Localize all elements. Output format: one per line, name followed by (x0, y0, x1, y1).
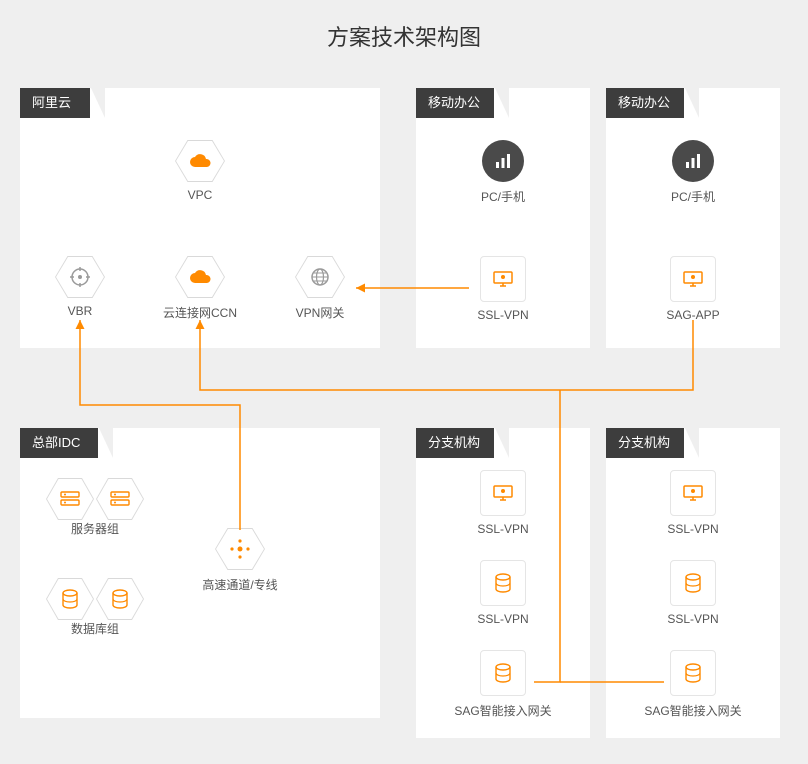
panel-tab: 分支机构 (606, 428, 684, 458)
node-sagapp: SAG-APP (633, 256, 753, 322)
node-label: SAG智能接入网关 (633, 702, 753, 719)
db-icon (46, 578, 94, 620)
monitor-icon (480, 470, 526, 516)
db-icon (670, 650, 716, 696)
node-sslvpn_m: SSL-VPN (443, 256, 563, 322)
node-label: 数据库组 (45, 620, 145, 637)
dots-icon (215, 528, 265, 570)
panel-tab: 总部IDC (20, 428, 98, 458)
node-b1_sag: SAG智能接入网关 (443, 650, 563, 719)
panel-tab: 移动办公 (416, 88, 494, 118)
node-label: SSL-VPN (443, 308, 563, 322)
node-b1_ssl2: SSL-VPN (443, 560, 563, 626)
monitor-icon (670, 256, 716, 302)
node-label: SSL-VPN (633, 522, 753, 536)
target-icon (55, 256, 105, 298)
diagram-title: 方案技术架构图 (0, 20, 808, 52)
node-ccn: 云连接网CCN (140, 256, 260, 321)
cloud-icon (175, 140, 225, 182)
monitor-icon (670, 470, 716, 516)
node-b2_sag: SAG智能接入网关 (633, 650, 753, 719)
node-label: VBR (20, 304, 140, 318)
db-icon (480, 560, 526, 606)
architecture-diagram: 方案技术架构图 阿里云 移动办公 移动办公总部IDC 分支机构 分支机构 VPC VBR云… (0, 0, 808, 764)
node-label: 高速通道/专线 (180, 576, 300, 593)
node-dbgrp: 数据库组 (45, 578, 145, 637)
node-vpngw: VPN网关 (260, 256, 380, 321)
bars-icon (482, 140, 524, 182)
node-vbr: VBR (20, 256, 140, 318)
server-icon (46, 478, 94, 520)
node-label: SSL-VPN (443, 522, 563, 536)
db-icon (670, 560, 716, 606)
node-b1_ssl1: SSL-VPN (443, 470, 563, 536)
node-b2_ssl1: SSL-VPN (633, 470, 753, 536)
node-pc1: PC/手机 (443, 140, 563, 205)
panel-tab: 分支机构 (416, 428, 494, 458)
globe-icon (295, 256, 345, 298)
node-label: PC/手机 (633, 188, 753, 205)
server-icon (96, 478, 144, 520)
db-icon (480, 650, 526, 696)
node-label: SSL-VPN (633, 612, 753, 626)
node-b2_ssl2: SSL-VPN (633, 560, 753, 626)
cloud-icon (175, 256, 225, 298)
node-label: SAG-APP (633, 308, 753, 322)
node-label: SAG智能接入网关 (443, 702, 563, 719)
node-pc2: PC/手机 (633, 140, 753, 205)
monitor-icon (480, 256, 526, 302)
node-label: SSL-VPN (443, 612, 563, 626)
node-label: VPN网关 (260, 304, 380, 321)
panel-tab: 阿里云 (20, 88, 90, 118)
node-label: 云连接网CCN (140, 304, 260, 321)
node-srvgrp: 服务器组 (45, 478, 145, 537)
node-label: VPC (140, 188, 260, 202)
node-express: 高速通道/专线 (180, 528, 300, 593)
node-label: 服务器组 (45, 520, 145, 537)
node-vpc: VPC (140, 140, 260, 202)
panel-tab: 移动办公 (606, 88, 684, 118)
bars-icon (672, 140, 714, 182)
node-label: PC/手机 (443, 188, 563, 205)
db-icon (96, 578, 144, 620)
